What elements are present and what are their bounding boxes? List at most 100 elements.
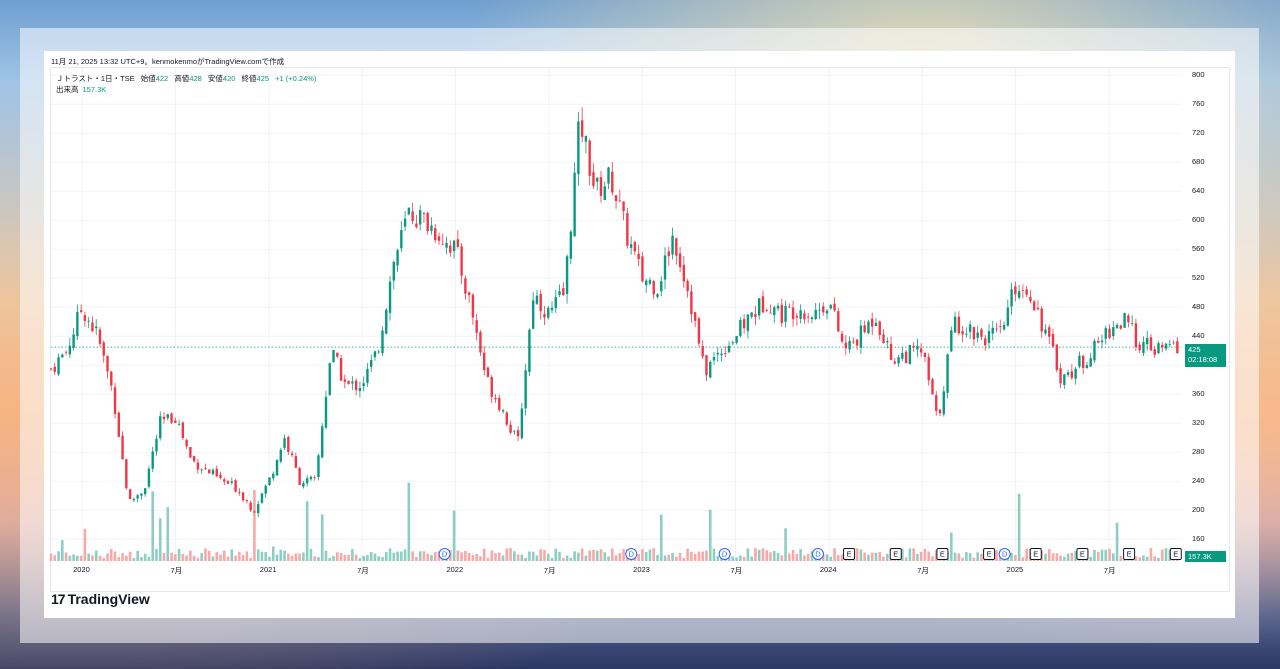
volume-legend: 出来高 157.3K [56,84,106,95]
candle-body [83,315,87,321]
volume-bar [230,549,234,561]
volume-bar [403,549,407,561]
candle-body [434,228,437,241]
candle-body [283,438,286,449]
candle-body [328,363,331,395]
event-marker-label: E [1033,550,1038,559]
candle-body [170,413,173,423]
volume-bar [456,550,460,561]
candle-body [309,476,313,480]
candle-body [701,346,704,357]
volume-bar [998,555,1002,561]
volume-bar [497,552,501,561]
volume-bar [1047,549,1051,561]
event-marker-label: D [722,550,728,559]
candle-body [603,186,606,201]
candle-body [742,319,746,329]
candle-body [1010,289,1013,307]
candle-body [117,412,121,437]
candle-body [1021,290,1025,291]
volume-bar [904,557,908,561]
volume-bar [870,552,874,561]
volume-bar [1051,553,1055,561]
volume-bar [200,553,203,561]
volume-bar [253,490,256,561]
event-marker-label: E [1173,550,1178,559]
event-marker-label: E [1127,550,1132,559]
volume-bar [298,553,301,561]
volume-bar [64,552,68,561]
candle-body [98,329,102,344]
volume-bar [980,553,983,561]
candle-body [968,324,972,332]
volume-bar [859,549,863,561]
volume-bar [712,548,716,561]
candle-body [208,469,211,474]
volume-bar [622,548,625,561]
candle-body [837,311,840,332]
volume-bar [49,553,53,561]
candle-body [916,345,919,350]
y-tick-label: 800 [1192,70,1205,80]
candle-body [260,493,264,503]
candle-body [588,140,591,176]
volume-bar [750,556,753,561]
volume-bar [91,555,94,561]
candle-body [806,316,810,318]
volume-bar [965,552,968,561]
candle-body [652,281,655,295]
volume-bar [610,548,614,561]
candle-body [321,426,324,458]
earnings-marker [983,548,996,560]
candle-body [362,383,365,387]
volume-bar [196,557,200,561]
candle-body [558,291,561,295]
volume-bar [1142,555,1145,561]
candle-body [746,314,750,332]
volume-bar [1014,555,1017,561]
volume-bar [1096,552,1100,561]
candle-body [644,280,648,286]
candle-body [965,333,968,335]
candle-body [596,177,599,182]
candle-body [859,325,863,348]
y-tick-label: 520 [1192,273,1205,283]
high-label: 高値 [174,74,190,83]
chart-area[interactable] [50,67,1230,592]
x-tick-label: 2020 [73,565,90,574]
volume-bar [177,548,181,561]
candle-body [727,345,731,353]
volume-bar [562,557,565,561]
volume-bar [1055,553,1059,561]
volume-bar [739,555,742,561]
candle-body [377,351,380,353]
volume-bar [211,556,215,561]
candle-body [102,342,105,356]
volume-bar [961,557,964,561]
tradingview-logo[interactable]: 17 TradingView [51,591,150,607]
chart-card: 11月 21, 2025 13:32 UTC+9。kenmokenmoがTrad… [44,51,1235,618]
candle-body [268,477,271,485]
volume-bar [305,501,309,561]
candle-body [773,307,776,316]
grid-lines [51,68,1182,561]
volume-bar [976,552,979,561]
candle-body [656,294,659,297]
candle-body [908,345,912,365]
volume-bar [245,551,249,561]
candle-body [524,370,527,409]
candle-body [614,195,618,202]
candle-body [776,305,780,309]
volume-bar [573,551,576,561]
volume-bar [569,557,573,561]
dividend-marker [811,548,824,560]
candle-body [675,238,678,256]
volume-bar [1010,552,1013,561]
volume-bar [799,549,802,561]
candle-body [302,483,305,487]
volume-bar [678,552,682,561]
candle-body [626,213,629,246]
candle-body [693,312,697,321]
snapshot-timestamp: 11月 21, 2025 13:32 UTC+9。kenmokenmoがTrad… [51,57,285,66]
